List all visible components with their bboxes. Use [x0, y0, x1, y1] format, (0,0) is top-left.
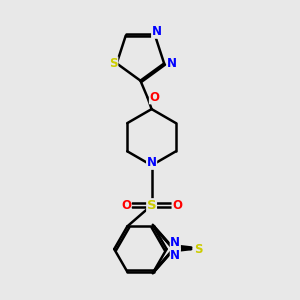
Text: S: S	[109, 57, 118, 70]
Text: N: N	[170, 236, 180, 250]
Text: N: N	[170, 249, 180, 262]
Text: O: O	[121, 199, 131, 212]
Text: N: N	[147, 156, 157, 169]
Text: S: S	[194, 243, 203, 256]
Text: S: S	[147, 199, 156, 212]
Text: N: N	[167, 57, 177, 70]
Text: O: O	[149, 91, 160, 104]
Text: N: N	[152, 25, 162, 38]
Text: O: O	[172, 199, 182, 212]
